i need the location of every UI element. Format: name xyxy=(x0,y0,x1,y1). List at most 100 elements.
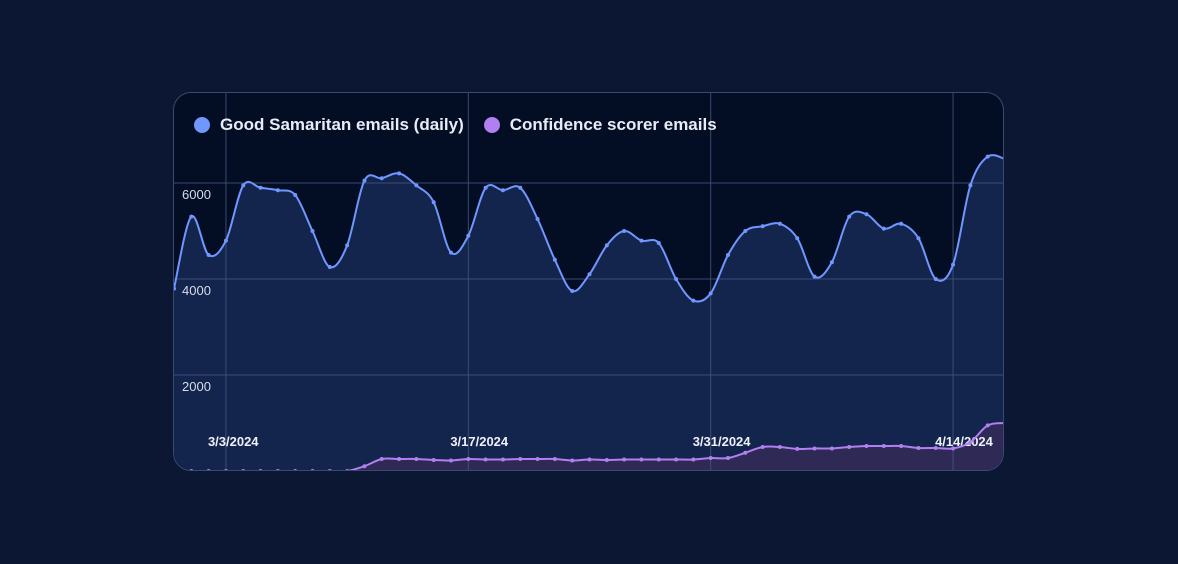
data-point-good-samaritan xyxy=(397,171,402,176)
x-tick-label: 3/31/2024 xyxy=(693,434,752,449)
data-point-confidence-scorer xyxy=(881,444,886,449)
data-point-confidence-scorer xyxy=(760,445,765,449)
legend-item-good-samaritan[interactable]: Good Samaritan emails (daily) xyxy=(194,115,464,135)
data-point-confidence-scorer xyxy=(795,446,800,451)
data-point-confidence-scorer xyxy=(293,469,297,470)
data-point-good-samaritan xyxy=(379,176,384,181)
data-point-confidence-scorer xyxy=(552,457,557,461)
data-point-good-samaritan xyxy=(535,217,540,221)
data-point-confidence-scorer xyxy=(362,464,367,469)
x-tick-label: 4/14/2024 xyxy=(935,434,994,449)
y-tick-label: 2000 xyxy=(182,379,211,394)
data-point-good-samaritan xyxy=(674,277,679,281)
data-point-confidence-scorer xyxy=(951,446,956,451)
data-point-good-samaritan xyxy=(241,183,246,188)
data-point-confidence-scorer xyxy=(310,469,315,470)
data-point-good-samaritan xyxy=(933,277,938,281)
data-point-confidence-scorer xyxy=(726,456,730,461)
data-point-confidence-scorer xyxy=(604,457,609,462)
data-point-good-samaritan xyxy=(431,200,436,205)
data-point-confidence-scorer xyxy=(466,457,471,461)
data-point-good-samaritan xyxy=(968,183,973,188)
data-point-good-samaritan xyxy=(656,241,661,245)
data-point-good-samaritan xyxy=(362,178,367,183)
data-point-confidence-scorer xyxy=(189,469,194,470)
data-point-good-samaritan xyxy=(518,185,523,190)
data-point-good-samaritan xyxy=(726,253,730,257)
data-point-confidence-scorer xyxy=(449,458,453,463)
data-point-good-samaritan xyxy=(777,221,782,226)
data-point-confidence-scorer xyxy=(812,446,817,451)
data-point-good-samaritan xyxy=(1003,157,1004,161)
data-point-good-samaritan xyxy=(223,238,228,243)
data-point-confidence-scorer xyxy=(916,445,921,450)
data-point-confidence-scorer xyxy=(174,469,176,470)
data-point-good-samaritan xyxy=(587,272,592,277)
data-point-good-samaritan xyxy=(951,262,956,267)
data-point-confidence-scorer xyxy=(985,423,990,428)
data-point-confidence-scorer xyxy=(1003,421,1004,425)
data-point-good-samaritan xyxy=(812,274,817,279)
data-point-confidence-scorer xyxy=(933,445,938,450)
data-point-confidence-scorer xyxy=(518,457,523,461)
data-point-confidence-scorer xyxy=(276,469,280,470)
data-point-good-samaritan xyxy=(206,253,211,257)
data-point-confidence-scorer xyxy=(379,457,384,461)
data-point-confidence-scorer xyxy=(899,444,904,449)
data-point-good-samaritan xyxy=(293,193,298,197)
data-point-good-samaritan xyxy=(829,260,834,265)
data-point-confidence-scorer xyxy=(345,469,349,470)
data-point-confidence-scorer xyxy=(414,457,419,461)
data-point-confidence-scorer xyxy=(864,444,869,449)
legend-label-good-samaritan: Good Samaritan emails (daily) xyxy=(220,115,464,134)
data-point-good-samaritan xyxy=(604,243,609,248)
data-point-confidence-scorer xyxy=(258,469,263,470)
data-point-good-samaritan xyxy=(985,154,990,159)
data-point-confidence-scorer xyxy=(639,457,644,462)
legend-item-confidence-scorer[interactable]: Confidence scorer emails xyxy=(483,115,717,135)
data-point-confidence-scorer xyxy=(743,450,748,455)
chart-plot: 2000 4000 6000 3/3/2024 3/17/2024 3/31/2024 4/… xyxy=(174,93,1004,470)
data-point-good-samaritan xyxy=(174,286,176,291)
data-point-good-samaritan xyxy=(449,250,453,255)
data-point-confidence-scorer xyxy=(674,457,679,462)
data-point-good-samaritan xyxy=(483,185,488,190)
data-point-good-samaritan xyxy=(864,212,869,217)
data-point-good-samaritan xyxy=(570,289,575,293)
data-point-good-samaritan xyxy=(881,226,886,231)
legend-swatch-confidence-scorer xyxy=(483,117,500,133)
data-point-confidence-scorer xyxy=(328,469,332,470)
data-point-confidence-scorer xyxy=(500,457,505,462)
chart-card: Good Samaritan emails (daily) Confidence… xyxy=(173,92,1004,471)
data-point-confidence-scorer xyxy=(829,446,834,451)
data-point-good-samaritan xyxy=(847,214,852,219)
data-point-confidence-scorer xyxy=(847,445,852,449)
data-point-good-samaritan xyxy=(310,229,315,233)
y-tick-label: 4000 xyxy=(182,283,211,298)
data-point-good-samaritan xyxy=(743,229,748,233)
series-area-good-samaritan xyxy=(174,155,1003,470)
data-point-good-samaritan xyxy=(691,298,696,303)
data-point-good-samaritan xyxy=(466,233,471,238)
data-point-good-samaritan xyxy=(414,183,419,188)
x-tick-label: 3/3/2024 xyxy=(208,434,259,449)
data-point-good-samaritan xyxy=(708,291,713,296)
data-point-confidence-scorer xyxy=(483,457,488,462)
legend: Good Samaritan emails (daily) Confidence… xyxy=(194,115,737,135)
legend-swatch-good-samaritan xyxy=(194,117,210,133)
data-point-good-samaritan xyxy=(345,243,350,248)
data-point-confidence-scorer xyxy=(777,445,782,449)
data-point-confidence-scorer xyxy=(206,469,211,470)
data-point-confidence-scorer xyxy=(968,440,973,445)
data-point-good-samaritan xyxy=(622,229,627,233)
data-point-good-samaritan xyxy=(258,185,263,190)
series-area-confidence-scorer xyxy=(352,423,1003,470)
data-point-confidence-scorer xyxy=(708,456,713,461)
data-point-confidence-scorer xyxy=(397,457,402,461)
data-point-confidence-scorer xyxy=(656,457,661,462)
data-point-confidence-scorer xyxy=(224,469,228,470)
data-point-confidence-scorer xyxy=(691,457,696,462)
data-point-confidence-scorer xyxy=(622,457,627,462)
x-tick-label: 3/17/2024 xyxy=(450,434,509,449)
data-point-good-samaritan xyxy=(275,188,280,193)
